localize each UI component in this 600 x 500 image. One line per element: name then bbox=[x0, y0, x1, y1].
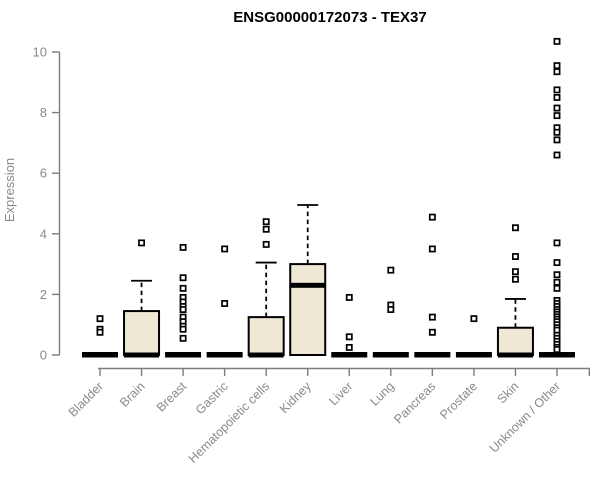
box-lung bbox=[372, 352, 409, 358]
outlier-point-hematopoietic-cells bbox=[262, 218, 270, 226]
x-tick-label-liver: Liver bbox=[326, 379, 355, 408]
outlier-point-breast bbox=[179, 243, 187, 251]
outlier-point-lung bbox=[387, 306, 395, 314]
box-gastric bbox=[206, 352, 243, 358]
x-tick-label-hematopoietic-cells: Hematopoietic cells bbox=[186, 379, 273, 466]
outlier-point-unknown-other bbox=[553, 284, 561, 292]
outlier-point-gastric bbox=[221, 245, 229, 253]
box-brain bbox=[123, 310, 161, 357]
chart-title: ENSG00000172073 - TEX37 bbox=[233, 9, 426, 26]
y-tick-label: 8 bbox=[40, 105, 47, 120]
y-tick-label: 0 bbox=[40, 348, 47, 363]
outlier-point-unknown-other bbox=[553, 37, 561, 45]
x-tick-label-skin: Skin bbox=[494, 379, 521, 406]
median-hematopoietic-cells bbox=[248, 352, 284, 358]
box-skin bbox=[496, 326, 534, 357]
x-tick-label-unknown-other: Unknown / Other bbox=[487, 379, 563, 455]
box-breast bbox=[165, 352, 202, 358]
outlier-point-unknown-other bbox=[553, 346, 561, 353]
outlier-point-pancreas bbox=[428, 245, 436, 253]
outlier-point-unknown-other bbox=[553, 93, 561, 101]
outlier-point-prostate bbox=[470, 315, 478, 323]
outlier-point-unknown-other bbox=[553, 68, 561, 76]
outlier-point-skin bbox=[511, 253, 519, 260]
outlier-point-unknown-other bbox=[553, 136, 561, 144]
outlier-point-unknown-other bbox=[553, 128, 561, 136]
outlier-point-unknown-other bbox=[553, 112, 561, 120]
outlier-point-bladder bbox=[96, 315, 104, 323]
box-liver bbox=[331, 352, 368, 358]
x-tick-label-breast: Breast bbox=[154, 379, 190, 415]
outlier-point-hematopoietic-cells bbox=[262, 225, 270, 233]
outlier-point-skin bbox=[511, 224, 519, 232]
x-tick-label-pancreas: Pancreas bbox=[391, 379, 438, 426]
box-hematopoietic-cells bbox=[247, 316, 285, 356]
box-prostate bbox=[455, 352, 492, 358]
box-bladder bbox=[82, 352, 118, 358]
outlier-point-hematopoietic-cells bbox=[262, 240, 270, 248]
x-tick-label-prostate: Prostate bbox=[437, 379, 480, 422]
outlier-point-breast bbox=[179, 306, 187, 314]
median-brain bbox=[124, 352, 160, 358]
outlier-point-liver bbox=[345, 333, 353, 341]
outlier-point-unknown-other bbox=[553, 62, 561, 70]
outlier-point-unknown-other bbox=[553, 86, 561, 94]
x-tick-label-kidney: Kidney bbox=[277, 379, 314, 416]
y-axis-title: Expression bbox=[2, 158, 17, 222]
x-tick-label-lung: Lung bbox=[367, 379, 397, 409]
outlier-point-breast bbox=[179, 284, 187, 292]
y-tick-label: 2 bbox=[40, 287, 47, 302]
median-kidney bbox=[290, 282, 326, 288]
x-tick-label-bladder: Bladder bbox=[66, 379, 106, 419]
outlier-point-unknown-other bbox=[553, 278, 561, 286]
outlier-point-pancreas bbox=[428, 313, 436, 321]
outlier-point-gastric bbox=[221, 300, 229, 307]
outlier-point-skin bbox=[511, 275, 519, 283]
outlier-point-unknown-other bbox=[553, 259, 561, 267]
outlier-point-lung bbox=[387, 266, 395, 274]
x-tick-label-gastric: Gastric bbox=[193, 379, 231, 417]
outlier-point-brain bbox=[138, 239, 145, 247]
x-tick-label-brain: Brain bbox=[117, 379, 148, 410]
outlier-point-unknown-other bbox=[553, 104, 561, 112]
outlier-point-unknown-other bbox=[553, 151, 561, 159]
y-tick-label: 10 bbox=[33, 45, 47, 60]
y-tick-label: 6 bbox=[40, 166, 47, 181]
outlier-point-breast bbox=[179, 274, 187, 282]
box-pancreas bbox=[414, 352, 451, 358]
outlier-point-pancreas bbox=[428, 213, 436, 221]
outlier-point-liver bbox=[345, 343, 353, 351]
y-tick-label: 4 bbox=[40, 226, 47, 241]
outlier-point-unknown-other bbox=[553, 239, 561, 247]
outlier-point-breast bbox=[179, 334, 187, 342]
outlier-point-skin bbox=[511, 268, 519, 276]
outlier-point-bladder bbox=[96, 328, 104, 336]
outlier-point-unknown-other bbox=[553, 271, 561, 279]
plot-area: 0 2 4 6 8 10 Bladder Brain Breast GastricHematopo… bbox=[33, 37, 590, 466]
outlier-point-breast bbox=[179, 325, 187, 333]
box-kidney bbox=[289, 263, 327, 357]
outlier-point-pancreas bbox=[428, 328, 436, 336]
box-unknown-other bbox=[538, 352, 575, 358]
outlier-point-liver bbox=[345, 293, 353, 301]
median-skin bbox=[497, 352, 533, 358]
